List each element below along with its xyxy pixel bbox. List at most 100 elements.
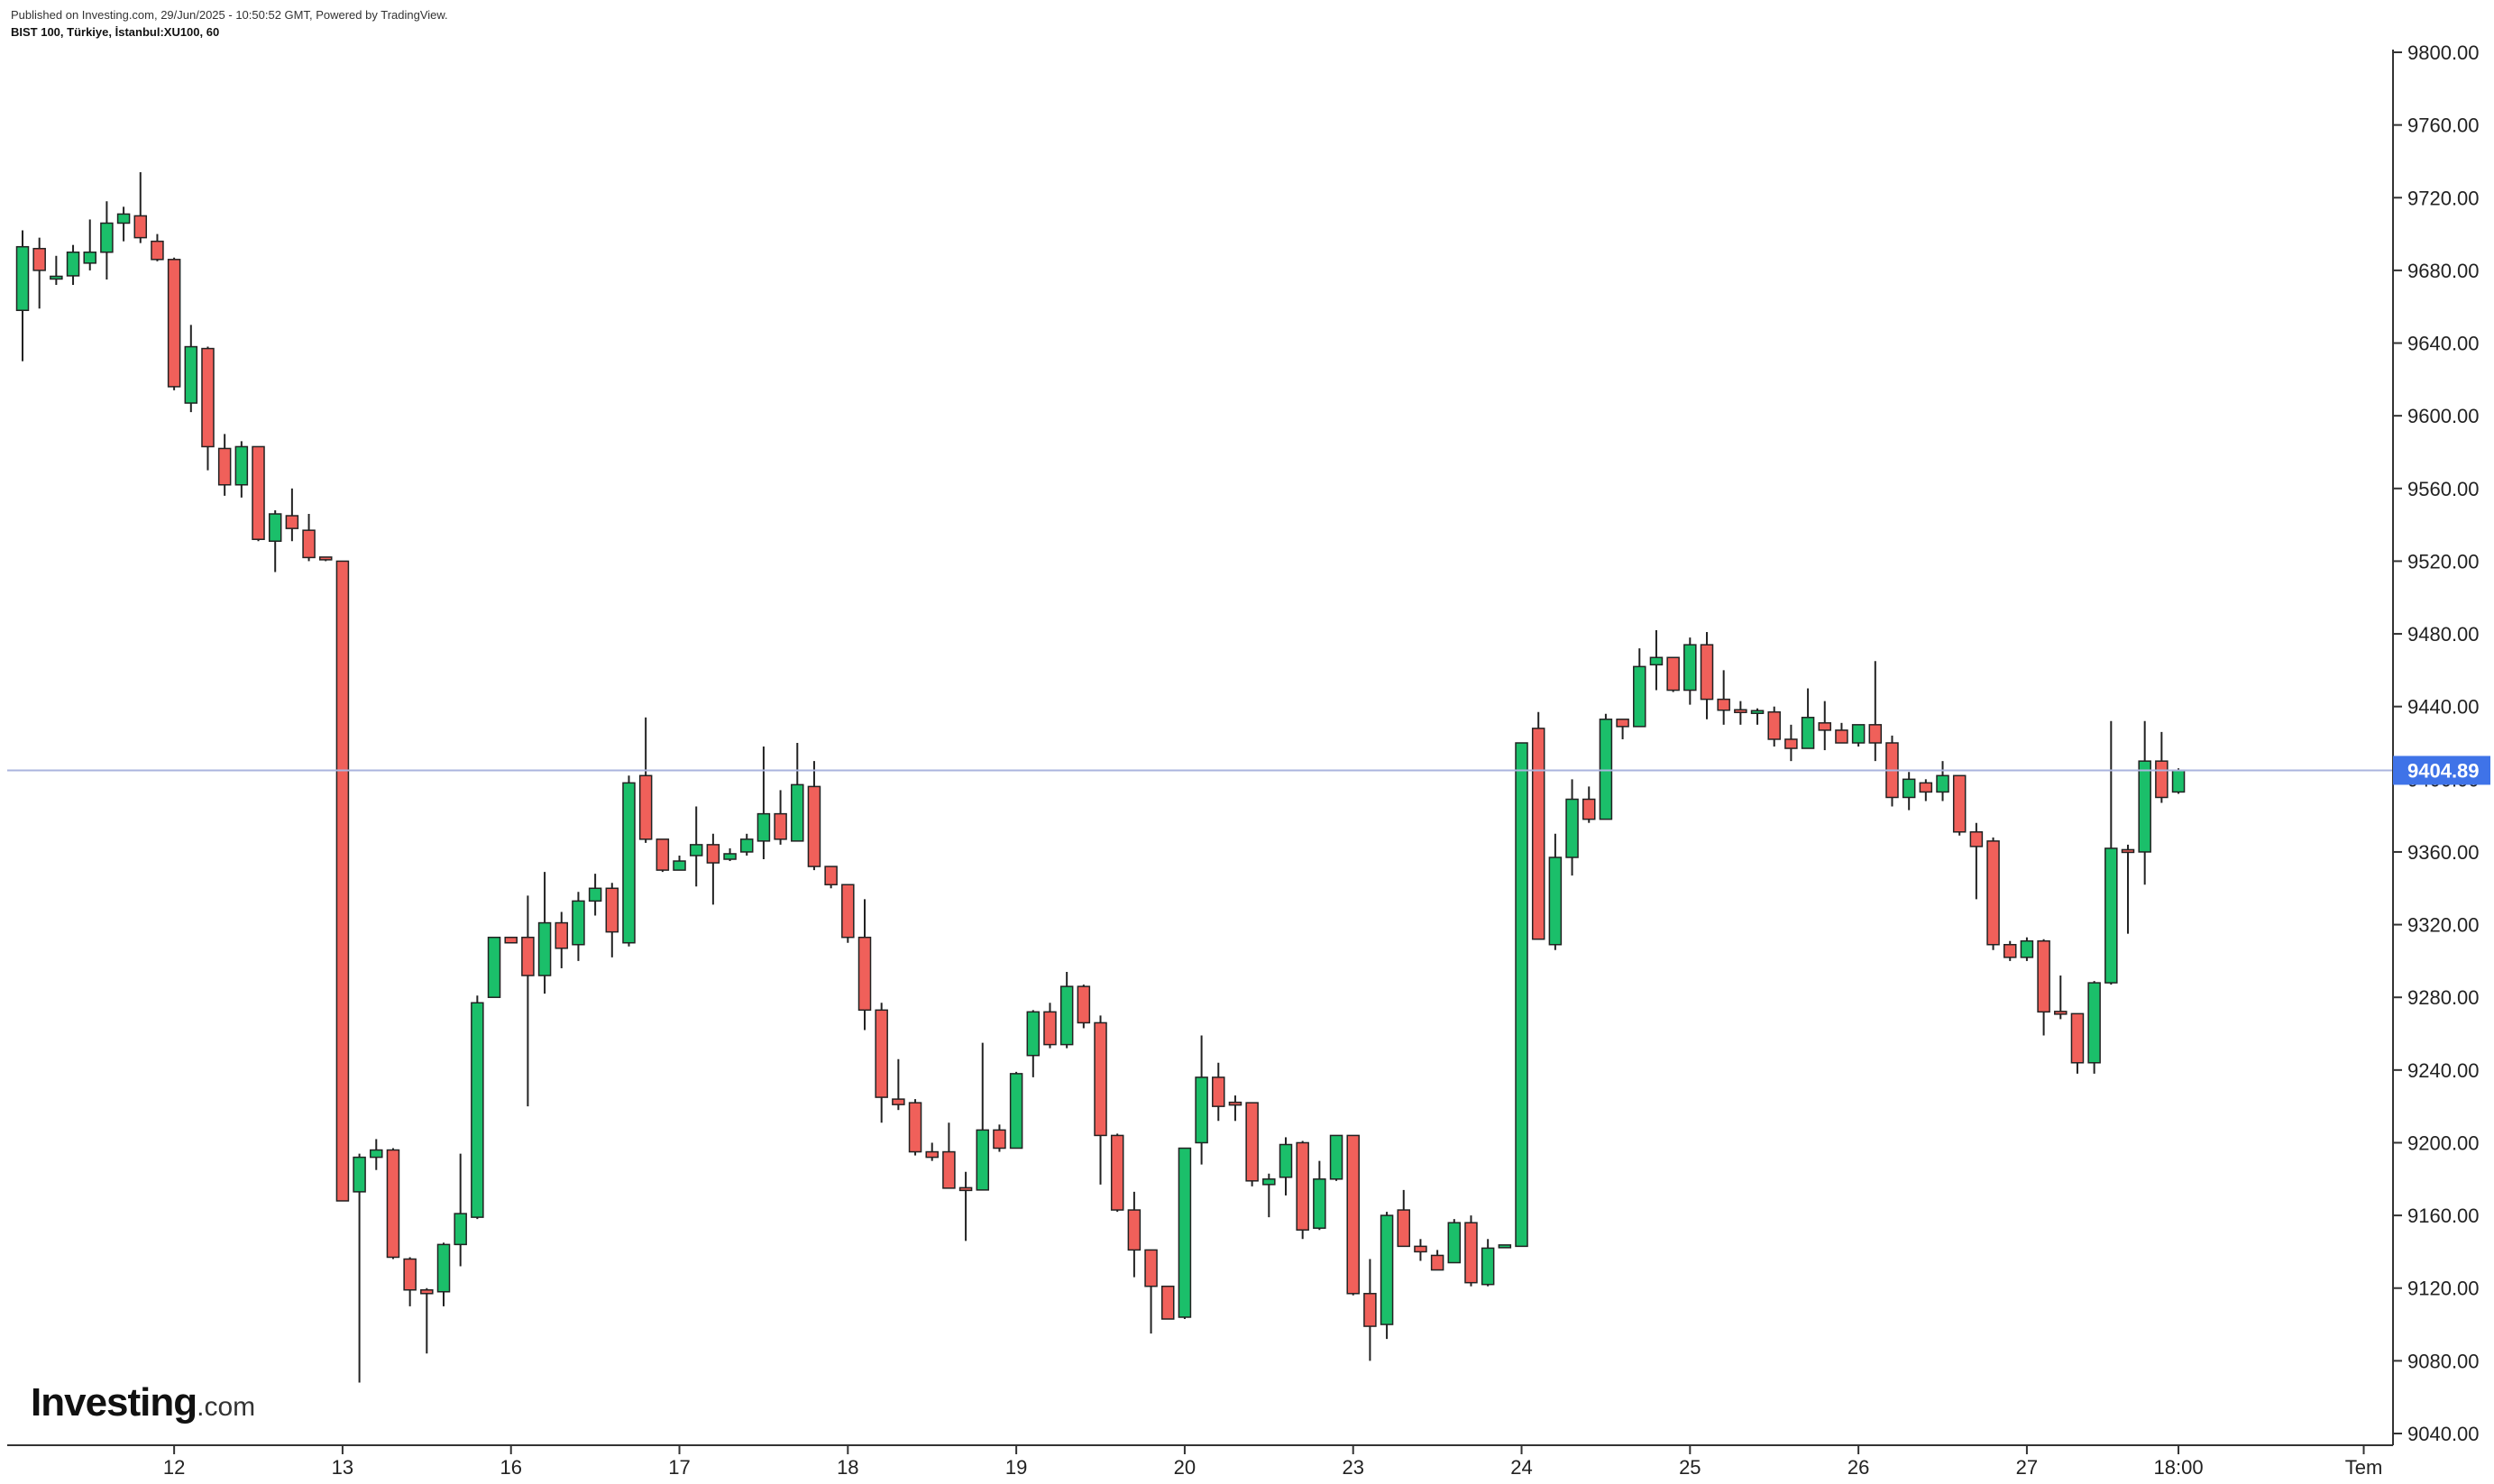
candle [656,838,670,873]
candle-body [504,936,518,944]
candle [83,219,96,270]
candle-body [167,259,181,388]
candle [1902,772,1916,811]
candle-body [1986,840,2000,946]
candle-body [1363,1293,1377,1327]
candle [167,257,181,390]
candle [673,855,686,871]
y-tick-label: 9240.00 [2407,1059,2480,1082]
candle [2104,720,2118,985]
candle-body [1633,665,1646,728]
candle-body [454,1213,467,1246]
candle-body [2138,760,2151,853]
y-tick-label: 9720.00 [2407,187,2480,209]
candle [925,1142,939,1161]
candle-body [1683,644,1697,692]
candle-body [268,513,282,542]
candle [1952,774,1967,836]
candle [555,911,569,968]
candle-body [1077,985,1091,1024]
candle [1043,1003,1057,1049]
candle [841,884,855,943]
candle [976,1042,990,1191]
candle-body [151,240,164,261]
candle-body [993,1129,1006,1150]
candle [2037,939,2050,1036]
candle-body [857,936,872,1012]
x-tick-label: 17 [668,1456,690,1479]
candle [638,717,653,843]
candle [1801,688,1815,749]
candle-body [1447,1222,1462,1264]
candle [504,936,518,944]
candle-body [2087,982,2101,1064]
last-price-tag: 9404.89 [2393,756,2490,785]
y-axis: 9040.00 9080.00 9120.00 9160.00 9200.00 9240.… [2393,41,2480,1445]
candle [50,255,63,286]
candle [2070,1012,2085,1074]
y-tick-label: 9760.00 [2407,115,2480,137]
candle-body [1734,709,1747,713]
candle [2121,844,2135,934]
candle [1498,1244,1512,1249]
candle-body [50,275,63,280]
candle-body [892,1098,905,1105]
candle [1649,630,1664,691]
candle-body [234,445,249,486]
candle [1818,701,1832,751]
candle [1329,1134,1343,1181]
candle [1565,779,1579,876]
candle [756,747,771,860]
candle-body [1026,1011,1041,1057]
investing-logo: Investing.com [31,1380,255,1424]
candle-body [1329,1134,1343,1180]
candle [588,874,602,916]
candle-body [471,1002,484,1218]
candle [1127,1191,1142,1278]
y-tick-label: 9560.00 [2407,478,2480,500]
candle [1515,742,1528,1248]
logo-suffix: .com [197,1392,255,1422]
candle [2171,768,2186,794]
candle [958,1171,973,1241]
x-tick-label: 25 [1679,1456,1701,1479]
candle [436,1242,451,1306]
candle-body [706,844,720,864]
candle-body [1616,719,1629,728]
x-tick-label: 18:00 [2154,1456,2204,1479]
candle-body [774,812,787,840]
candle-body [1835,729,1848,744]
last-price-tag-bg [2393,756,2490,785]
y-tick-label: 9120.00 [2407,1278,2480,1300]
candle-body [1127,1209,1142,1251]
candle [706,833,720,905]
candle-body [1464,1222,1478,1284]
candle-body [1936,774,1949,793]
candle-body [252,445,265,540]
candle [857,899,872,1031]
candle [1160,1285,1175,1320]
candle-body [285,515,299,529]
y-tick-label: 9320.00 [2407,914,2480,937]
candle [1835,722,1848,744]
candle-body [807,785,821,867]
candle [1178,1147,1192,1320]
candle [1077,985,1091,1029]
candle-body [116,213,131,224]
candle [1094,1015,1107,1185]
candle [1296,1140,1309,1240]
y-tick-label: 9080.00 [2407,1350,2480,1372]
candle-body [15,245,30,311]
candle [739,833,754,856]
candle-body [1160,1285,1175,1320]
candle [774,790,787,845]
candle-body [1548,857,1563,946]
candle-body [2121,848,2135,854]
candle-body [436,1243,451,1293]
candle-body [2054,1011,2068,1015]
candle [1531,711,1545,940]
candle [572,892,585,961]
candle [318,556,333,562]
candle-body [1952,774,1967,833]
candle-body [1414,1245,1427,1253]
